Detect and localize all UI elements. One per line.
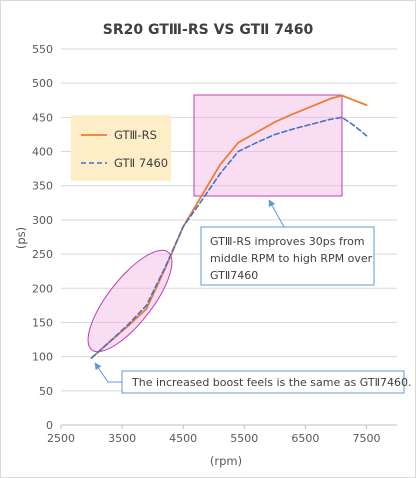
callout-improvement-arrow — [268, 199, 285, 228]
callout-boost: The increased boost feels is the same as… — [94, 362, 411, 394]
x-tick-label: 7500 — [352, 432, 380, 445]
legend-label-gt2-7460: GTⅡ 7460 — [114, 156, 168, 170]
y-tick-label: 450 — [32, 111, 53, 124]
legend-label-gt3rs: GTⅢ-RS — [114, 128, 157, 142]
callout-improvement: GTⅢ-RS improves 30ps from middle RPM to … — [200, 199, 375, 286]
callout-boost-arrow — [94, 362, 122, 383]
y-tick-label: 100 — [32, 351, 53, 364]
x-tick-label: 3500 — [108, 432, 136, 445]
y-tick-label: 500 — [32, 77, 53, 90]
legend-background — [71, 115, 171, 181]
series-layer — [90, 94, 368, 359]
callout-boost-text: The increased boost feels is the same as… — [131, 376, 411, 389]
y-tick-label: 350 — [32, 180, 53, 193]
high-rpm-highlight-box — [193, 94, 343, 197]
callout-boost-box — [121, 370, 405, 394]
x-axis-label: (rpm) — [210, 454, 242, 468]
x-tick-label: 6500 — [291, 432, 319, 445]
callout-improvement-line-3: GTⅡ7460 — [210, 269, 258, 282]
callout-improvement-box — [200, 226, 375, 286]
y-tick-label: 550 — [32, 43, 53, 56]
x-tick-labels: 2500 3500 4500 5500 6500 7500 — [47, 432, 380, 445]
chart-title: SR20 GTⅢ-RS VS GTⅡ 7460 — [103, 22, 314, 38]
y-tick-labels: 0 50 100 150 200 250 300 350 400 450 500 550 — [32, 43, 53, 432]
y-tick-label: 150 — [32, 316, 53, 329]
x-tick-label: 5500 — [230, 432, 258, 445]
y-tick-label: 300 — [32, 214, 53, 227]
legend: GTⅢ-RS GTⅡ 7460 — [71, 115, 171, 181]
callout-improvement-line-2: middle RPM to high RPM over — [210, 252, 373, 265]
series-line-gt2-7460 — [90, 116, 368, 359]
y-tick-label: 50 — [39, 385, 53, 398]
y-tick-label: 0 — [46, 419, 53, 432]
low-rpm-highlight-ellipse — [87, 249, 173, 353]
y-axis-label: (ps) — [14, 227, 28, 249]
y-tick-label: 250 — [32, 248, 53, 261]
series-line-gt3rs — [90, 94, 368, 359]
callout-improvement-line-1: GTⅢ-RS improves 30ps from — [210, 235, 365, 248]
y-tick-label: 400 — [32, 146, 53, 159]
y-tick-label: 200 — [32, 282, 53, 295]
x-tick-label: 2500 — [47, 432, 75, 445]
x-tick-label: 4500 — [169, 432, 197, 445]
